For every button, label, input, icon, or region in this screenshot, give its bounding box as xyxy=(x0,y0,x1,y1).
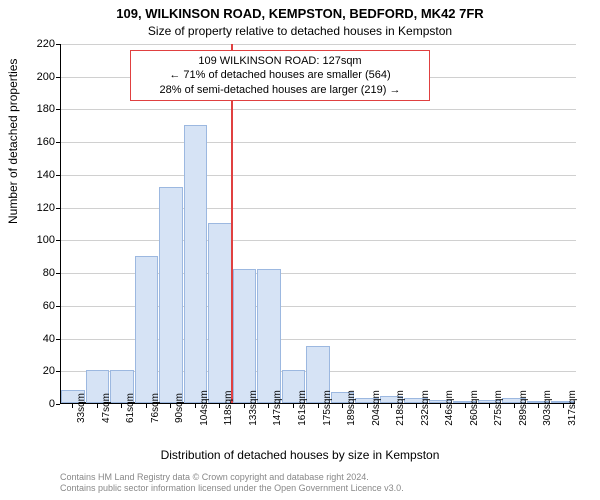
y-tick-label: 100 xyxy=(15,234,55,246)
chart-subtitle: Size of property relative to detached ho… xyxy=(0,24,600,38)
x-tick-label: 104sqm xyxy=(199,390,210,426)
chart-title: 109, WILKINSON ROAD, KEMPSTON, BEDFORD, … xyxy=(0,6,600,21)
histogram-bar xyxy=(135,256,159,403)
histogram-bar xyxy=(233,269,257,403)
gridline xyxy=(61,142,576,143)
gridline xyxy=(61,240,576,241)
y-tick-label: 160 xyxy=(15,136,55,148)
footer-line: Contains HM Land Registry data © Crown c… xyxy=(60,472,404,483)
x-tick-mark xyxy=(465,404,466,408)
y-tick-mark xyxy=(56,142,60,143)
gridline xyxy=(61,109,576,110)
x-tick-label: 76sqm xyxy=(150,393,161,423)
y-tick-mark xyxy=(56,273,60,274)
x-tick-label: 147sqm xyxy=(272,390,283,426)
x-tick-mark xyxy=(293,404,294,408)
x-tick-mark xyxy=(318,404,319,408)
annotation-line: 109 WILKINSON ROAD: 127sqm xyxy=(137,54,423,68)
x-tick-label: 246sqm xyxy=(444,390,455,426)
footer-line: Contains public sector information licen… xyxy=(60,483,404,494)
x-tick-label: 90sqm xyxy=(174,393,185,423)
x-tick-mark xyxy=(391,404,392,408)
histogram-bar xyxy=(208,223,232,403)
x-tick-label: 161sqm xyxy=(297,390,308,426)
x-tick-label: 303sqm xyxy=(542,390,553,426)
x-tick-mark xyxy=(489,404,490,408)
x-tick-mark xyxy=(440,404,441,408)
y-tick-label: 220 xyxy=(15,38,55,50)
y-tick-mark xyxy=(56,306,60,307)
annotation-box: 109 WILKINSON ROAD: 127sqm ← 71% of deta… xyxy=(130,50,430,101)
x-tick-mark xyxy=(416,404,417,408)
gridline xyxy=(61,208,576,209)
y-tick-label: 20 xyxy=(15,365,55,377)
histogram-bar xyxy=(257,269,281,403)
x-tick-mark xyxy=(342,404,343,408)
y-tick-mark xyxy=(56,208,60,209)
y-tick-label: 60 xyxy=(15,300,55,312)
x-tick-mark xyxy=(538,404,539,408)
y-tick-label: 180 xyxy=(15,103,55,115)
annotation-line: 28% of semi-detached houses are larger (… xyxy=(137,83,423,97)
footer-attribution: Contains HM Land Registry data © Crown c… xyxy=(60,472,404,494)
x-tick-label: 33sqm xyxy=(76,393,87,423)
x-tick-mark xyxy=(97,404,98,408)
x-tick-label: 232sqm xyxy=(420,390,431,426)
x-tick-mark xyxy=(514,404,515,408)
x-tick-mark xyxy=(219,404,220,408)
y-tick-mark xyxy=(56,77,60,78)
y-tick-mark xyxy=(56,44,60,45)
y-tick-mark xyxy=(56,371,60,372)
x-tick-label: 61sqm xyxy=(125,393,136,423)
x-tick-mark xyxy=(244,404,245,408)
annotation-line: ← 71% of detached houses are smaller (56… xyxy=(137,68,423,82)
x-tick-label: 175sqm xyxy=(322,390,333,426)
gridline xyxy=(61,175,576,176)
x-tick-label: 204sqm xyxy=(371,390,382,426)
x-tick-label: 133sqm xyxy=(248,390,259,426)
x-axis-label: Distribution of detached houses by size … xyxy=(0,448,600,462)
y-tick-label: 80 xyxy=(15,267,55,279)
x-tick-mark xyxy=(195,404,196,408)
y-tick-label: 140 xyxy=(15,169,55,181)
x-tick-label: 218sqm xyxy=(395,390,406,426)
x-tick-label: 189sqm xyxy=(346,390,357,426)
histogram-bar xyxy=(184,125,208,403)
x-tick-mark xyxy=(268,404,269,408)
x-tick-mark xyxy=(170,404,171,408)
x-tick-mark xyxy=(146,404,147,408)
y-tick-mark xyxy=(56,404,60,405)
x-tick-label: 260sqm xyxy=(469,390,480,426)
histogram-bar xyxy=(159,187,183,403)
gridline xyxy=(61,44,576,45)
x-tick-label: 289sqm xyxy=(518,390,529,426)
x-tick-label: 47sqm xyxy=(101,393,112,423)
y-tick-label: 0 xyxy=(15,398,55,410)
x-tick-label: 118sqm xyxy=(223,391,234,426)
y-tick-label: 200 xyxy=(15,71,55,83)
x-tick-mark xyxy=(121,404,122,408)
x-tick-label: 275sqm xyxy=(493,390,504,426)
x-tick-mark xyxy=(563,404,564,408)
x-tick-mark xyxy=(72,404,73,408)
y-tick-mark xyxy=(56,240,60,241)
y-tick-mark xyxy=(56,109,60,110)
y-tick-label: 120 xyxy=(15,202,55,214)
x-tick-mark xyxy=(367,404,368,408)
y-tick-mark xyxy=(56,175,60,176)
x-tick-label: 317sqm xyxy=(567,390,578,426)
y-tick-mark xyxy=(56,339,60,340)
y-tick-label: 40 xyxy=(15,333,55,345)
